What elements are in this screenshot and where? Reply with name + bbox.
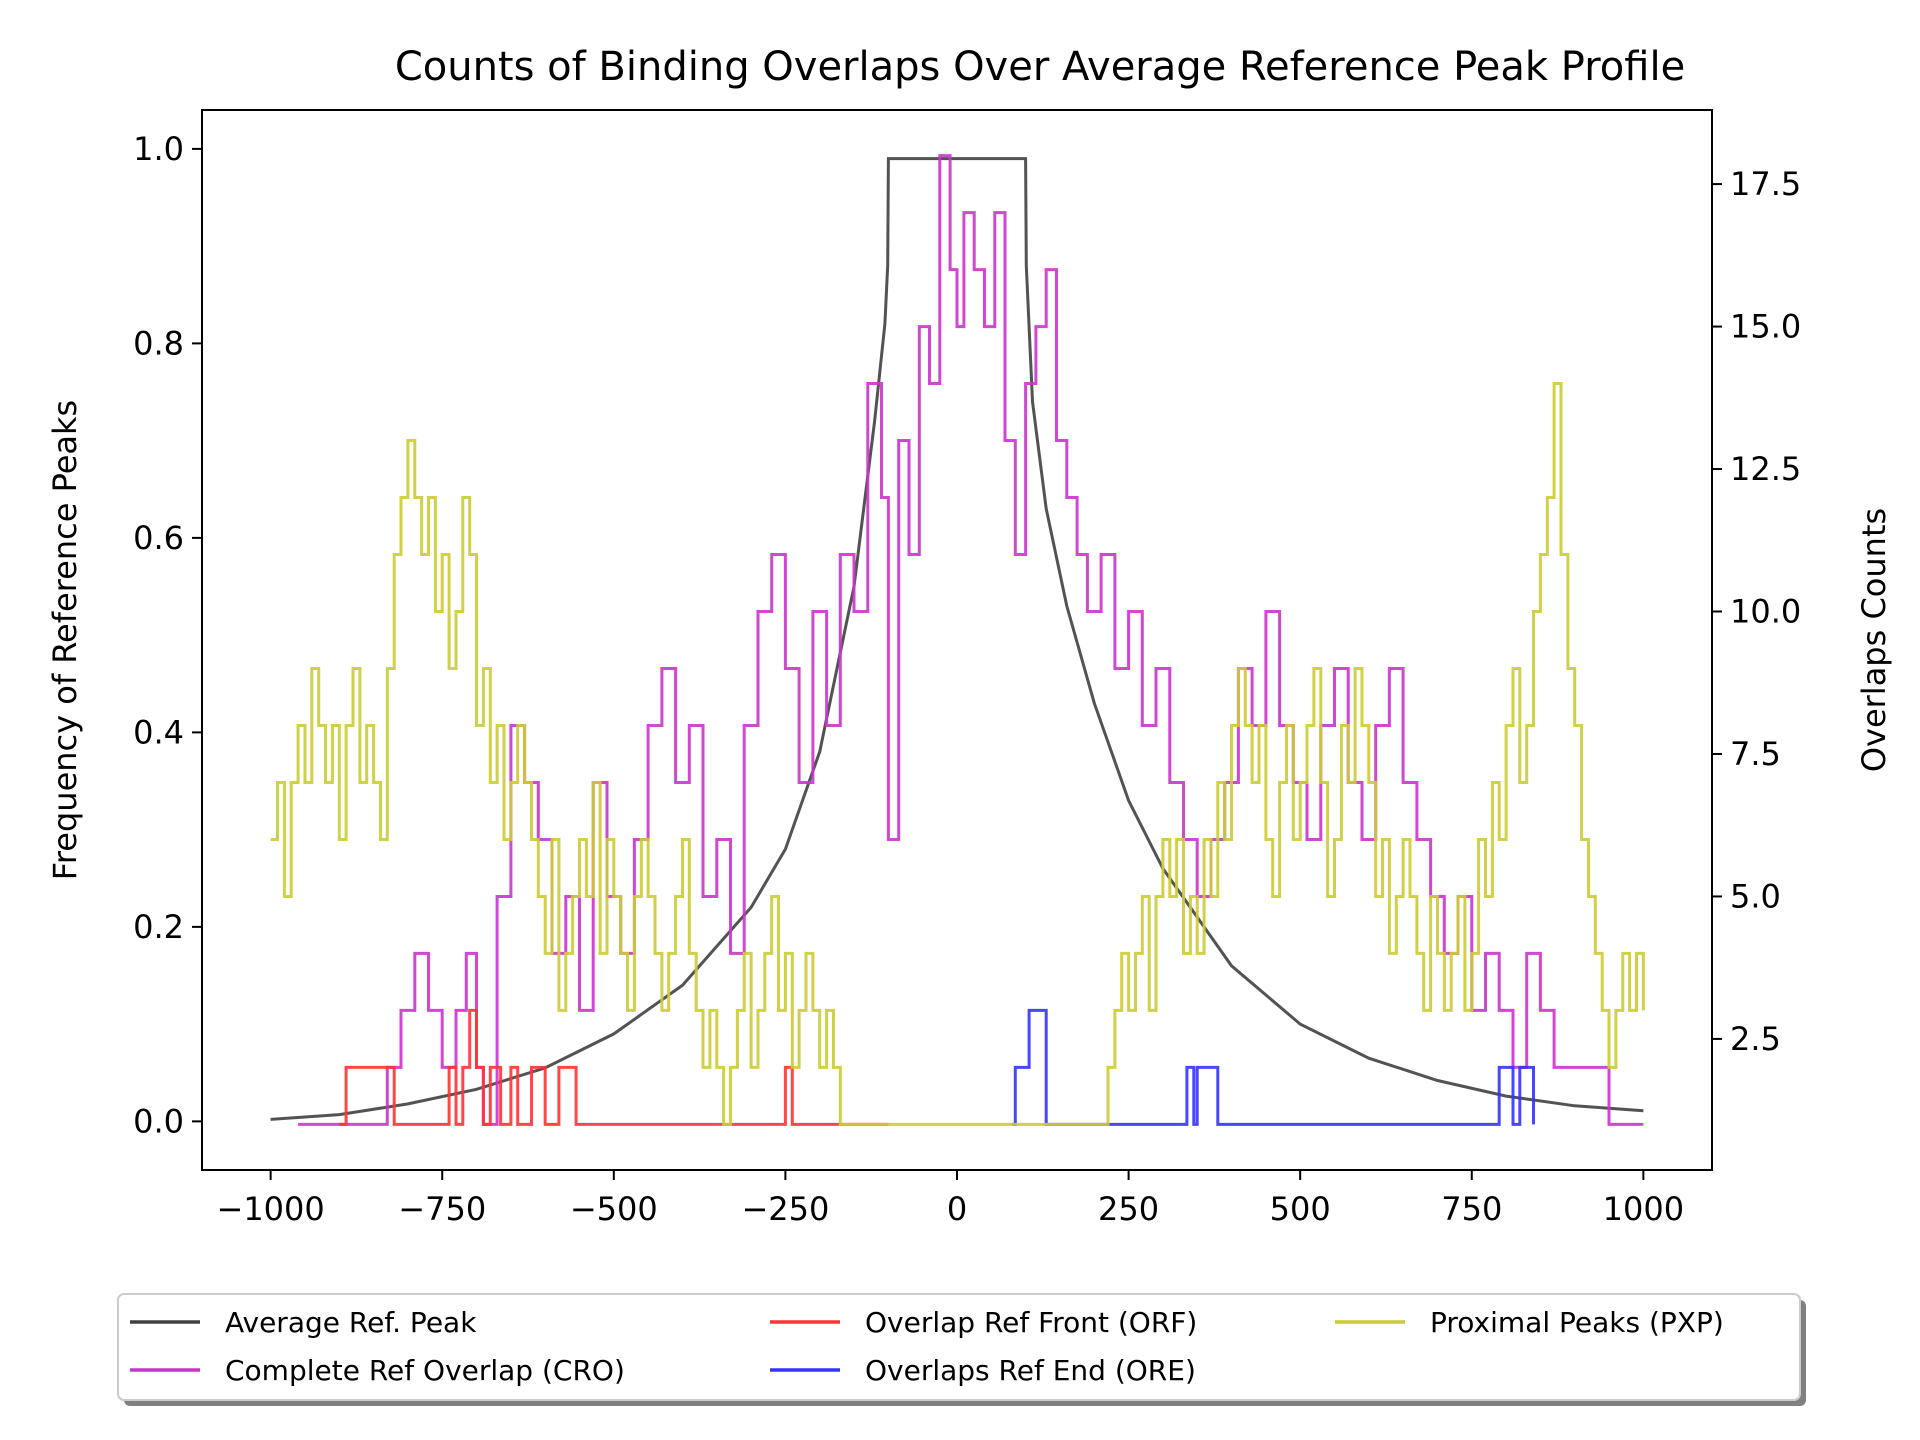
- y2-tick-label: 12.5: [1730, 450, 1801, 488]
- legend-items: Average Ref. Peak Complete Ref Overlap (C…: [130, 1306, 1724, 1387]
- y-tick-label: 0.6: [133, 519, 184, 557]
- chart-title: Counts of Binding Overlaps Over Average …: [395, 44, 1685, 90]
- y2-tick-label: 15.0: [1730, 308, 1801, 346]
- x-tick-label: 0: [947, 1190, 967, 1228]
- x-tick-label: −1000: [217, 1190, 325, 1228]
- series-layer: [270, 154, 1645, 1126]
- y2-tick-label: 7.5: [1730, 735, 1781, 773]
- series-line-2: [339, 1008, 889, 1126]
- y2-axis-label: Overlaps Counts: [1855, 508, 1893, 772]
- series-line-3: [1011, 1008, 1535, 1126]
- series-line-1: [298, 154, 1644, 1126]
- x-tick-label: 500: [1270, 1190, 1331, 1228]
- y-tick-label: 0.0: [133, 1102, 184, 1140]
- y2-tick-label: 5.0: [1730, 877, 1781, 915]
- y2-tick-label: 2.5: [1730, 1020, 1781, 1058]
- x-tick-label: 1000: [1603, 1190, 1684, 1228]
- y-axis-label: Frequency of Reference Peaks: [46, 400, 84, 880]
- series-line-4: [270, 382, 1645, 1126]
- legend-label: Average Ref. Peak: [225, 1306, 477, 1339]
- x-tick-label: 250: [1098, 1190, 1159, 1228]
- y-tick-label: 0.4: [133, 713, 184, 751]
- legend-label: Complete Ref Overlap (CRO): [225, 1354, 625, 1387]
- x-tick-label: 750: [1441, 1190, 1502, 1228]
- series-line-0: [270, 157, 1644, 1121]
- y2-tick-label: 17.5: [1730, 165, 1801, 203]
- legend: Average Ref. Peak Complete Ref Overlap (C…: [117, 1293, 1806, 1406]
- y-tick-label: 1.0: [133, 130, 184, 168]
- legend-label: Proximal Peaks (PXP): [1430, 1306, 1724, 1339]
- x-tick-label: −250: [741, 1190, 829, 1228]
- x-tick-label: −750: [398, 1190, 486, 1228]
- y-tick-label: 0.8: [133, 324, 184, 362]
- x-tick-label: −500: [570, 1190, 658, 1228]
- ticks-layer: −1000 −750 −500 −250 0 250 500 750 1000 0.0 0.2 0.4…: [133, 130, 1801, 1228]
- legend-label: Overlap Ref Front (ORF): [865, 1306, 1197, 1339]
- y2-tick-label: 10.0: [1730, 593, 1801, 631]
- y-tick-label: 0.2: [133, 908, 184, 946]
- legend-label: Overlaps Ref End (ORE): [865, 1354, 1196, 1387]
